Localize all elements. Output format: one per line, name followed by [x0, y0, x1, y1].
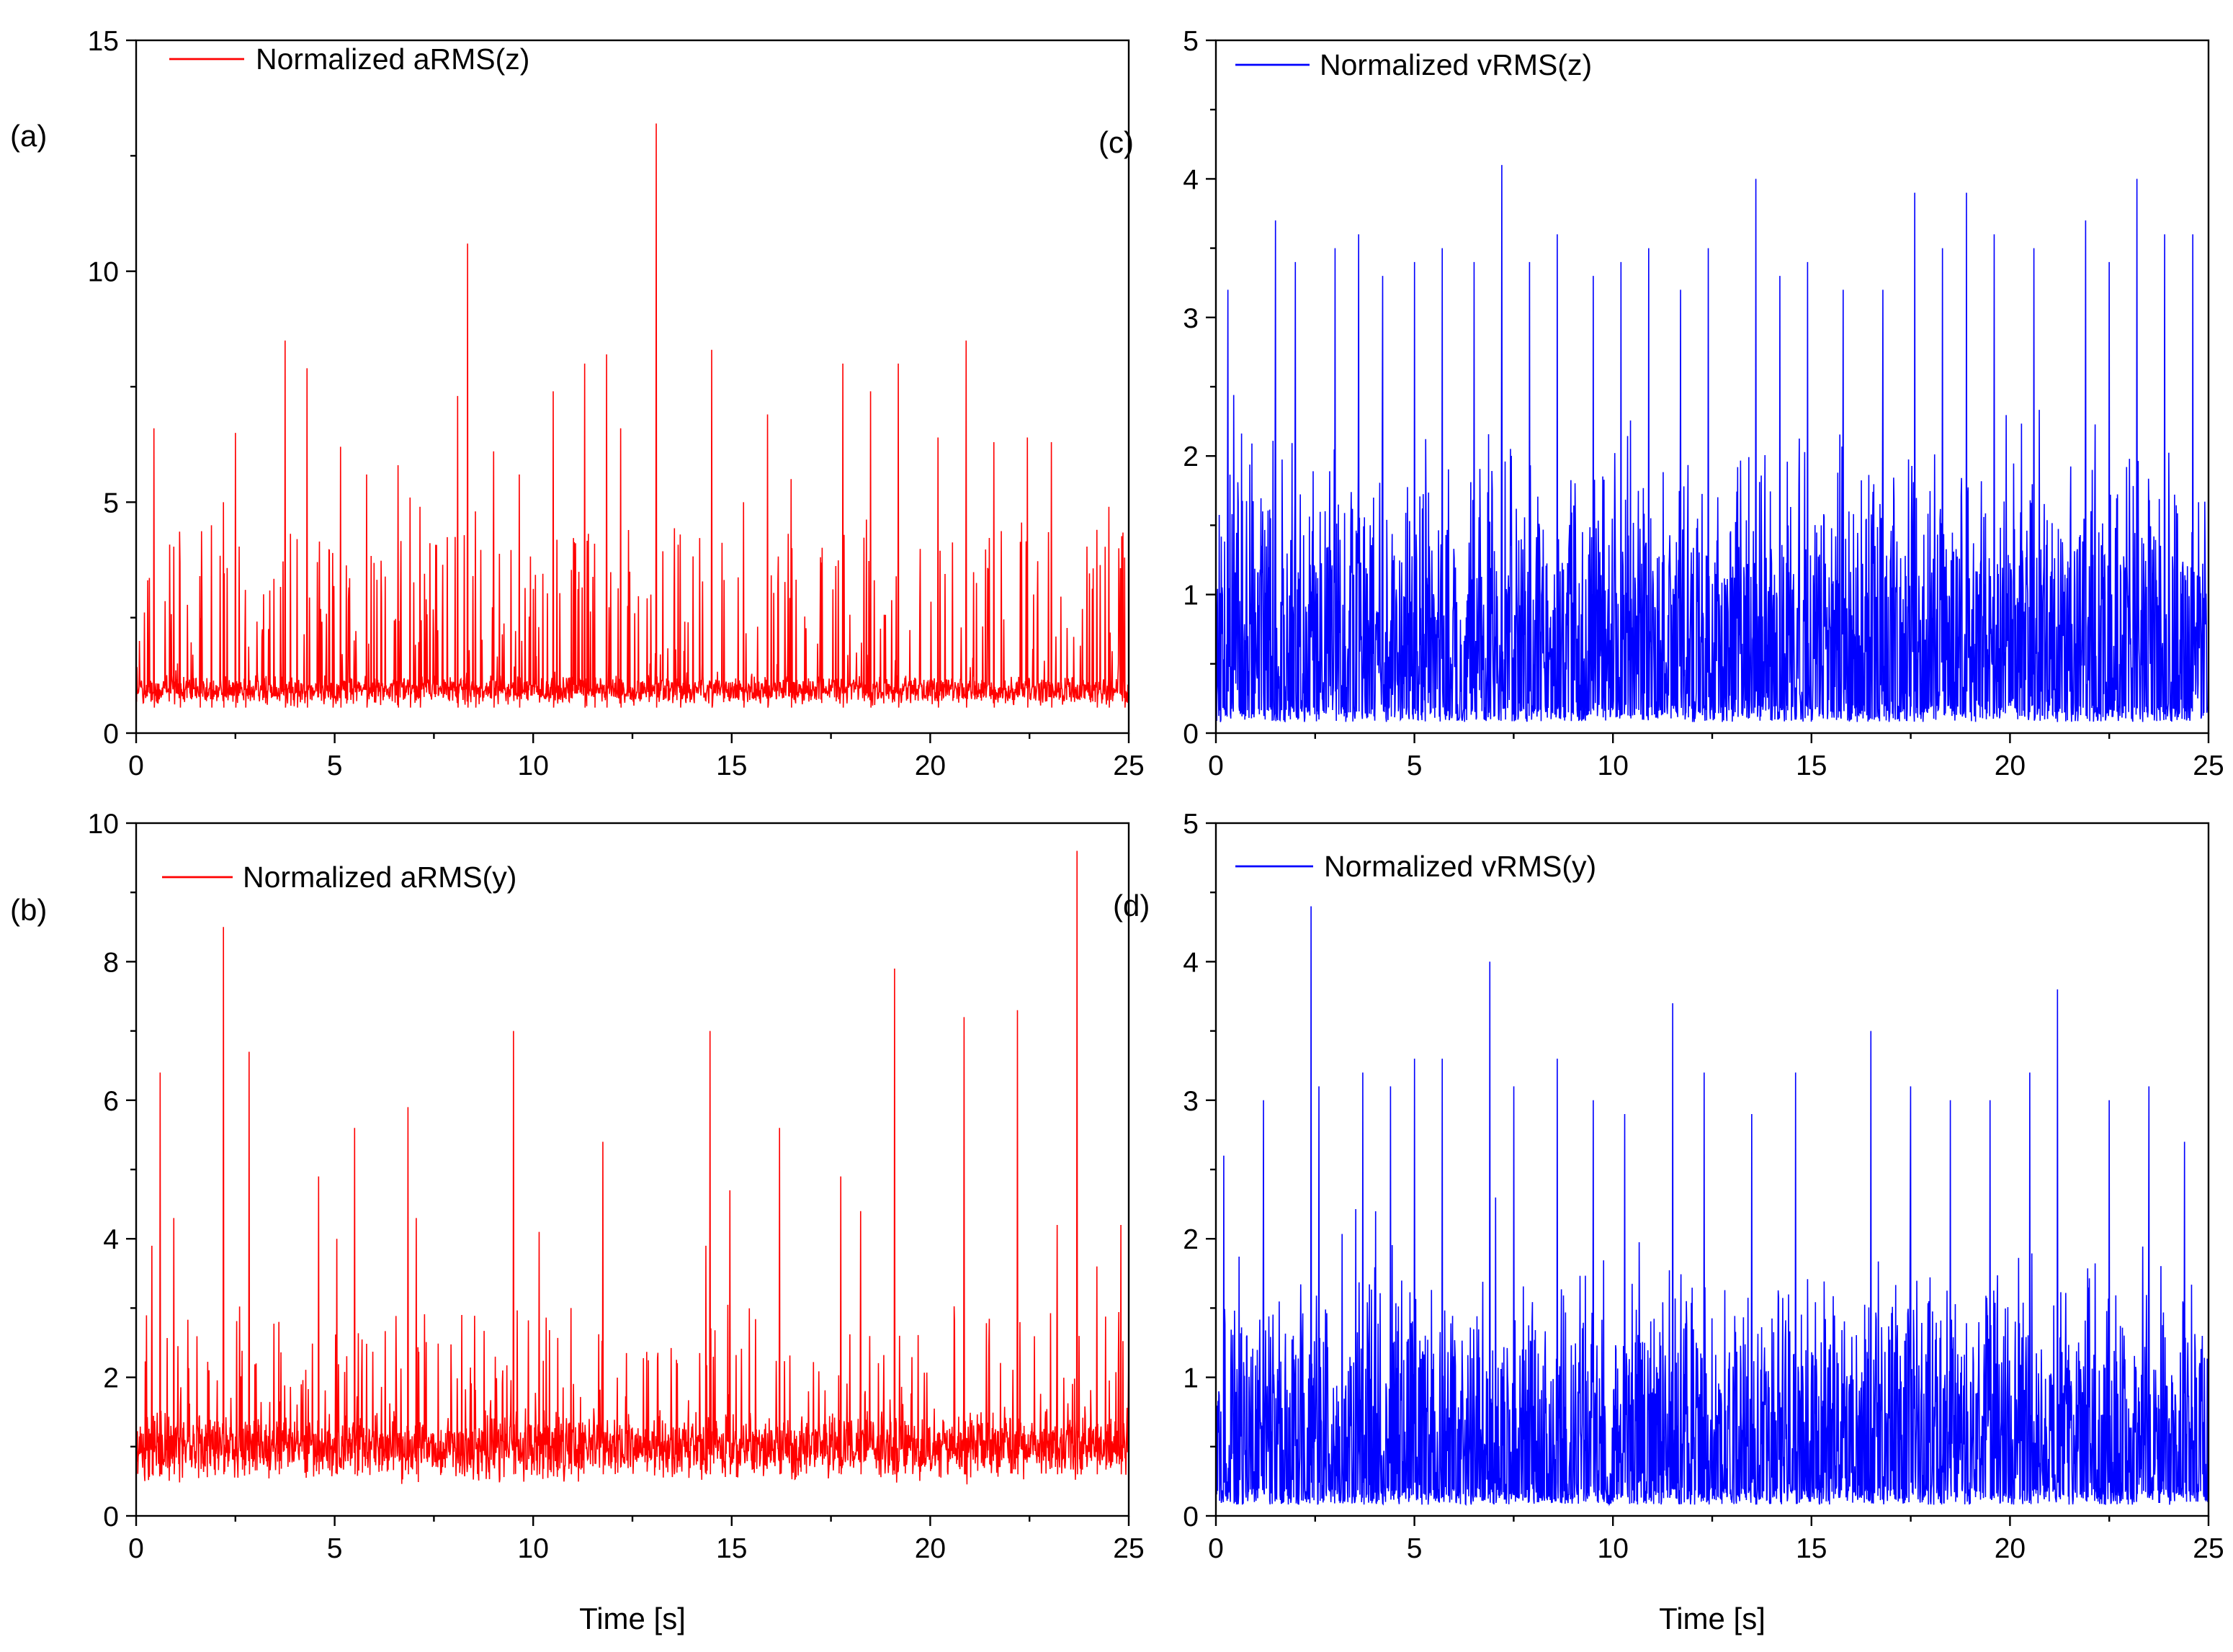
- x-tick-label: 25: [2193, 1533, 2224, 1564]
- x-tick-label: 10: [1598, 1533, 1629, 1564]
- legend-c: Normalized vRMS(z): [1235, 48, 1592, 81]
- y-tick-label: 3: [1183, 303, 1199, 334]
- panel-b: (b) 0 5 10 15 20 25 0 2 4 6 8 10 Normali…: [10, 809, 1145, 1635]
- panel-label-a: (a): [10, 119, 47, 153]
- legend-label-c: Normalized vRMS(z): [1320, 48, 1592, 81]
- y-tick-label: 5: [1183, 809, 1199, 840]
- series-line-a: [135, 123, 1129, 708]
- x-tick-label: 10: [1598, 750, 1629, 781]
- y-tick-label: 1: [1183, 580, 1199, 611]
- x-tick-label: 25: [1113, 750, 1144, 781]
- y-tick-label: 5: [103, 488, 119, 519]
- x-tick-label: 20: [1995, 1533, 2026, 1564]
- legend-b: Normalized aRMS(y): [162, 861, 516, 894]
- y-tick-label: 2: [1183, 441, 1199, 472]
- y-tick-label: 0: [103, 719, 119, 750]
- x-axis-label-d: Time [s]: [1659, 1602, 1766, 1635]
- x-tick-label: 0: [1208, 750, 1224, 781]
- y-tick-label: 0: [1183, 719, 1199, 750]
- x-tick-label: 0: [128, 1533, 144, 1564]
- x-tick-label: 5: [1407, 750, 1423, 781]
- x-tick-label: 25: [2193, 750, 2224, 781]
- y-tick-label: 10: [88, 809, 119, 840]
- y-tick-label: 2: [103, 1363, 119, 1394]
- x-tick-label: 5: [1407, 1533, 1423, 1564]
- y-tick-label: 5: [1183, 26, 1199, 57]
- x-tick-label: 10: [518, 750, 549, 781]
- y-tick-label: 4: [103, 1224, 119, 1255]
- y-tick-label: 0: [1183, 1501, 1199, 1532]
- x-tick-label: 0: [1208, 1533, 1224, 1564]
- x-axis-label-b: Time [s]: [579, 1602, 686, 1635]
- y-tick-label: 4: [1183, 164, 1199, 195]
- y-tick-label: 2: [1183, 1224, 1199, 1255]
- y-tick-label: 8: [103, 947, 119, 978]
- x-tick-label: 0: [128, 750, 144, 781]
- legend-d: Normalized vRMS(y): [1235, 850, 1596, 883]
- panel-d: (d) 0 5 10 15 20 25 0 1 2 3 4 5 Normaliz…: [1113, 809, 2224, 1635]
- y-tick-label: 10: [88, 257, 119, 288]
- panel-label-d: (d): [1113, 889, 1150, 922]
- y-tick-label: 1: [1183, 1363, 1199, 1394]
- legend-label-b: Normalized aRMS(y): [243, 861, 516, 894]
- y-tick-label: 3: [1183, 1086, 1199, 1117]
- x-tick-label: 25: [1113, 1533, 1144, 1564]
- panel-label-c: (c): [1098, 125, 1134, 159]
- legend-a: Normalized aRMS(z): [169, 42, 529, 76]
- y-tick-label: 0: [103, 1501, 119, 1532]
- x-tick-label: 20: [1995, 750, 2026, 781]
- x-tick-label: 15: [716, 1533, 747, 1564]
- series-line-d: [1215, 906, 2209, 1507]
- y-tick-label: 6: [103, 1086, 119, 1117]
- x-tick-label: 10: [518, 1533, 549, 1564]
- legend-label-a: Normalized aRMS(z): [256, 42, 529, 76]
- x-tick-label: 5: [327, 750, 343, 781]
- y-tick-label: 15: [88, 26, 119, 57]
- y-tick-label: 4: [1183, 947, 1199, 978]
- x-tick-label: 15: [1796, 750, 1827, 781]
- x-tick-label: 15: [1796, 1533, 1827, 1564]
- panel-a: (a) 0 5 10 15 20 25 0 5 10 15 Normalized…: [10, 26, 1145, 781]
- x-tick-label: 15: [716, 750, 747, 781]
- x-tick-label: 20: [915, 750, 946, 781]
- panel-label-b: (b): [10, 893, 47, 927]
- panel-c: (c) 0 5 10 15 20 25 0 1 2 3 4 5 Normaliz…: [1098, 26, 2224, 781]
- series-line-b: [135, 850, 1129, 1485]
- legend-label-d: Normalized vRMS(y): [1324, 850, 1596, 883]
- x-tick-label: 5: [327, 1533, 343, 1564]
- x-tick-label: 20: [915, 1533, 946, 1564]
- series-line-c: [1215, 165, 2209, 723]
